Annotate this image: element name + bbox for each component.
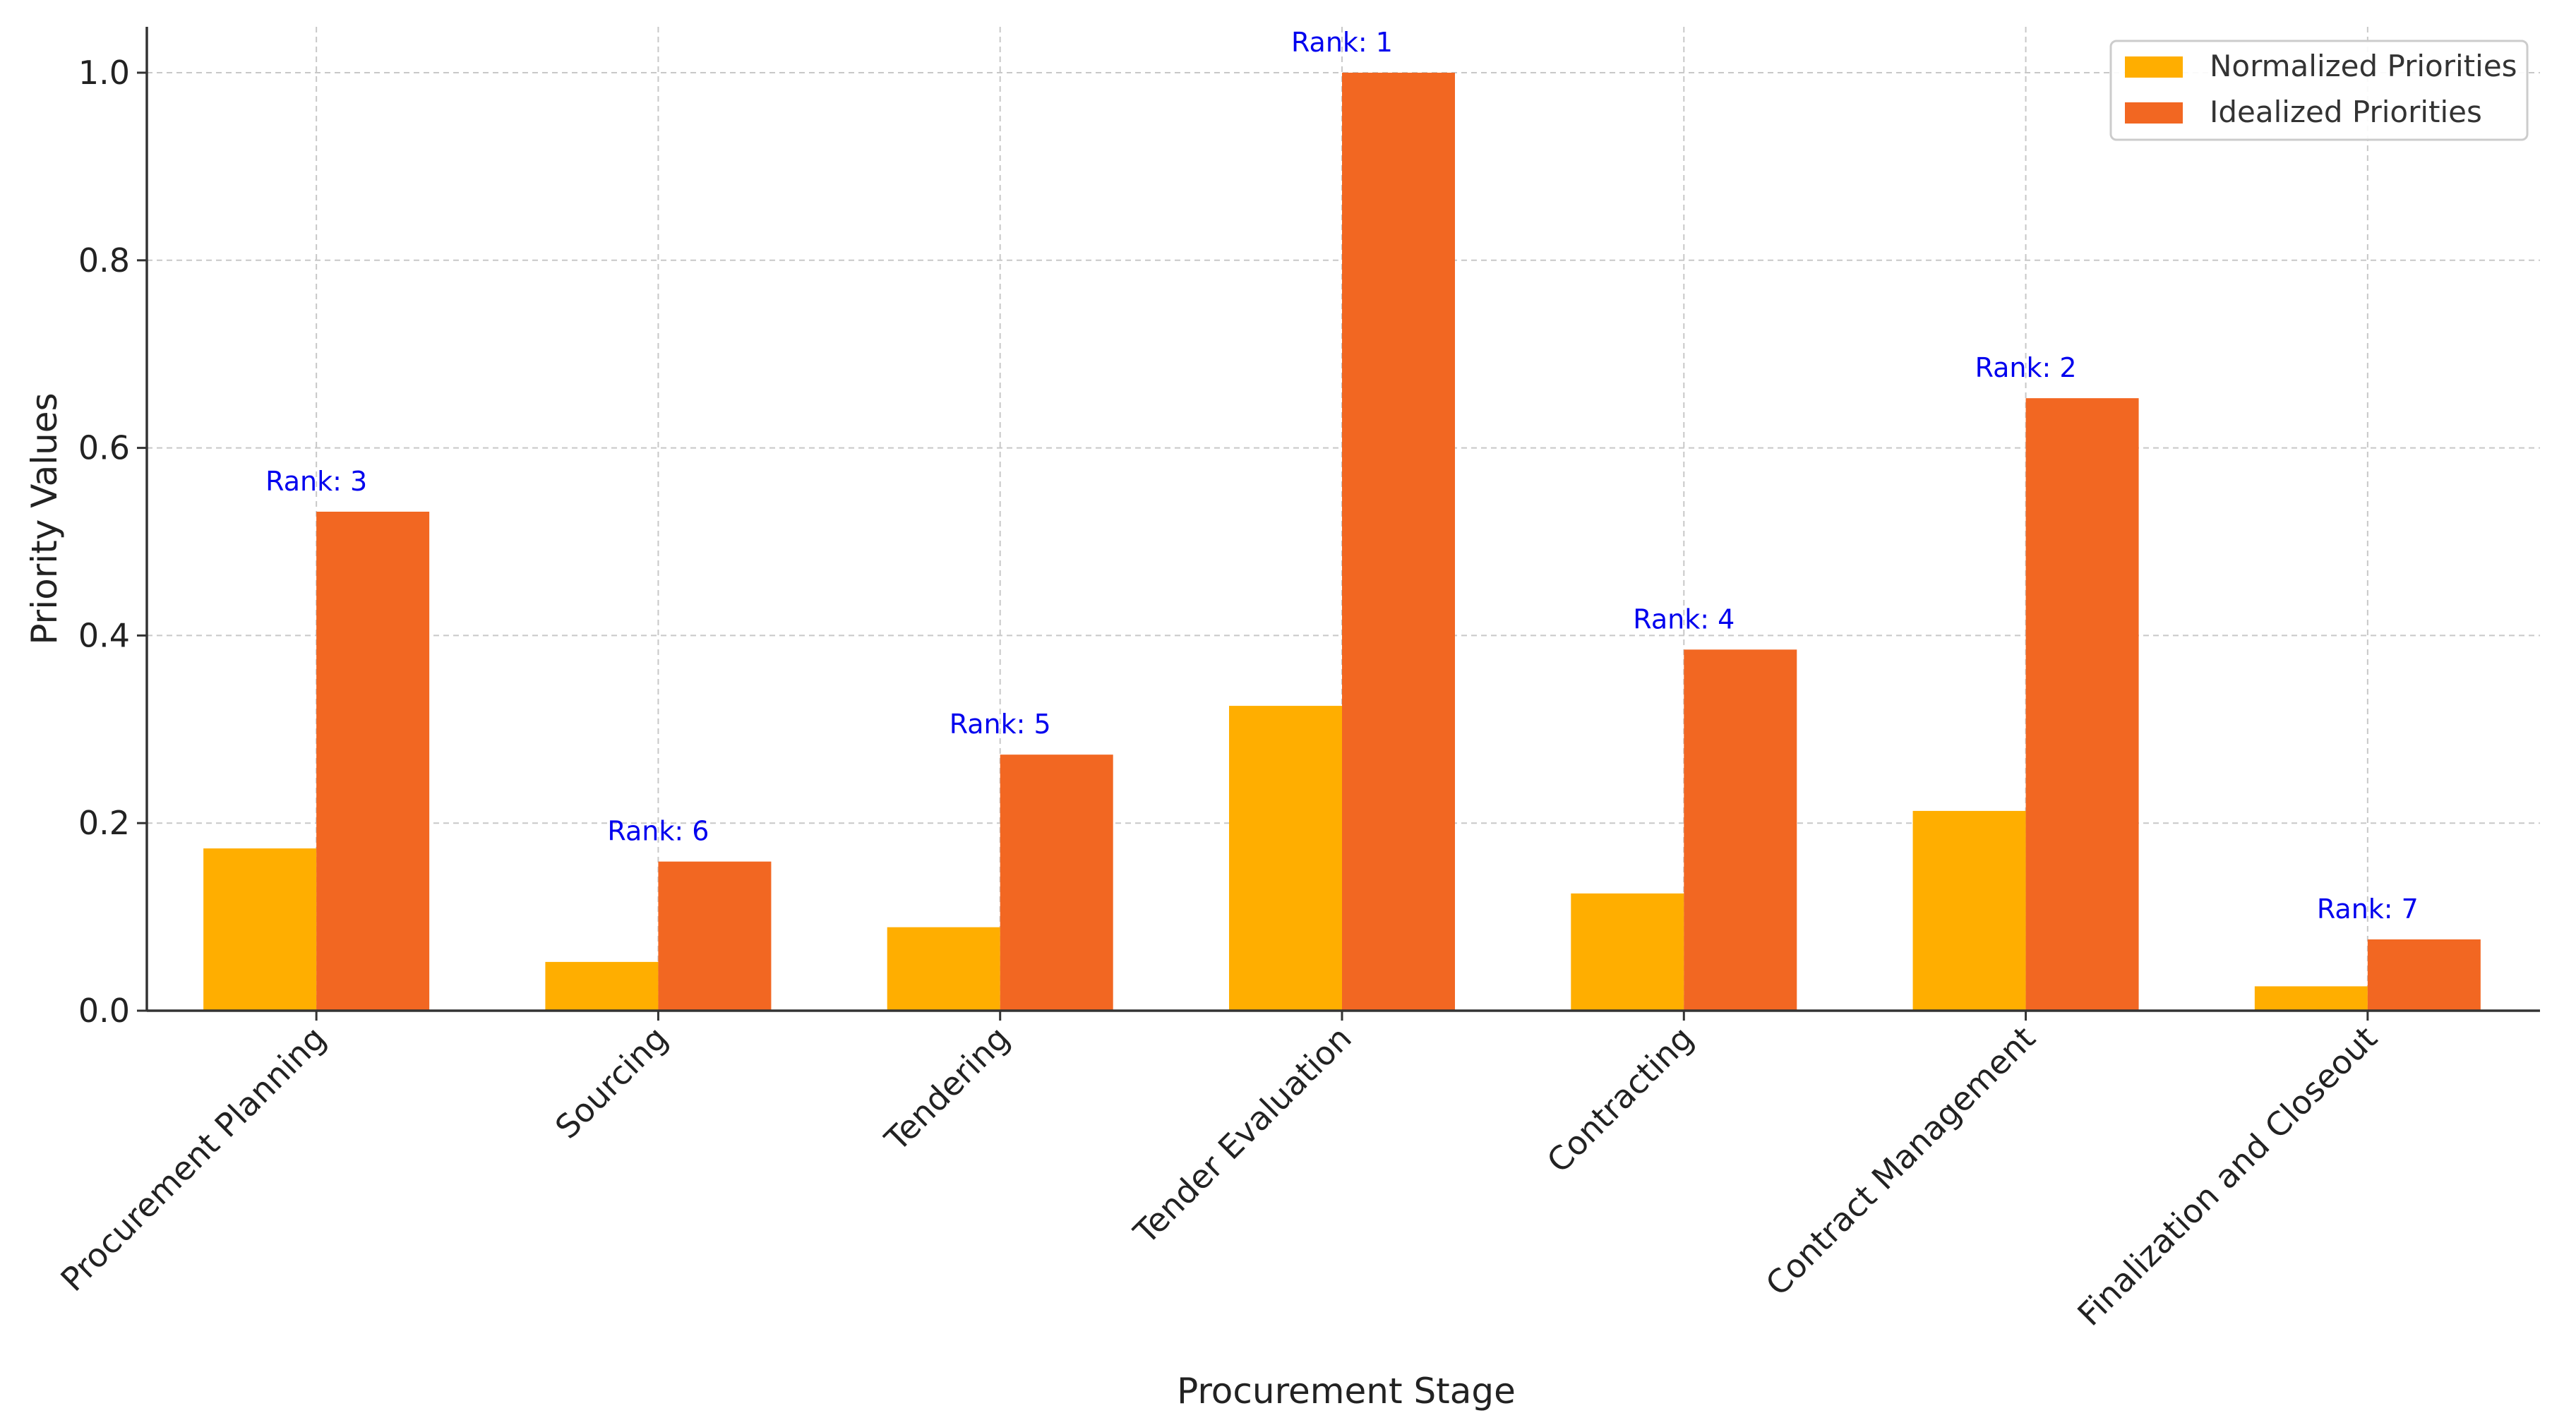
idealized-priority-bar	[1342, 73, 1455, 1011]
legend: Normalized Priorities Idealized Prioriti…	[2109, 40, 2529, 141]
x-tick-label: Finalization and Closeout	[2070, 1019, 2384, 1333]
legend-label-normalized: Normalized Priorities	[2210, 49, 2517, 83]
rank-annotations: Rank: 3 Rank: 6 Rank: 5 Rank: 1 Rank: 4 Rank:…	[265, 27, 2419, 925]
idealized-priority-bar	[2367, 939, 2481, 1011]
idealized-priority-bar	[316, 511, 430, 1011]
x-tick-label: Tender Evaluation	[1126, 1019, 1359, 1252]
legend-frame	[2109, 40, 2529, 141]
y-axis-ticks: 0.0 0.2 0.4 0.6 0.8 1.0	[78, 54, 147, 1030]
idealized-priority-bar	[1000, 754, 1113, 1011]
legend-label-idealized: Idealized Priorities	[2210, 95, 2482, 129]
normalized-priority-bar	[1912, 810, 2026, 1011]
x-axis-ticks: Procurement Planning Sourcing Tendering Ten…	[53, 1011, 2385, 1333]
y-tick-label: 0.8	[78, 241, 130, 279]
rank-annotation: Rank: 1	[1291, 27, 1393, 58]
rank-annotation: Rank: 7	[2317, 894, 2419, 925]
axes	[145, 27, 2540, 1012]
rank-annotation: Rank: 4	[1633, 603, 1735, 635]
x-tick-label: Contract Management	[1759, 1019, 2043, 1304]
y-tick-label: 1.0	[78, 54, 130, 92]
rank-annotation: Rank: 6	[607, 816, 709, 847]
y-tick-label: 0.0	[78, 992, 130, 1030]
y-tick-label: 0.6	[78, 429, 130, 467]
y-tick-label: 0.4	[78, 616, 130, 654]
y-tick-label: 0.2	[78, 804, 130, 842]
y-axis-title: Priority Values	[24, 392, 65, 644]
rank-annotation: Rank: 2	[1975, 352, 2077, 383]
x-tick-label: Procurement Planning	[53, 1019, 333, 1299]
x-tick-label: Sourcing	[548, 1019, 675, 1146]
legend-swatch-normalized	[2125, 56, 2183, 78]
normalized-priority-bar	[1571, 893, 1684, 1011]
normalized-priority-bar	[203, 848, 317, 1011]
normalized-priority-bar	[1229, 706, 1342, 1011]
x-tick-label: Tendering	[877, 1019, 1017, 1159]
rank-annotation: Rank: 3	[265, 466, 367, 497]
x-tick-label: Contracting	[1540, 1019, 1701, 1180]
normalized-priority-bar	[545, 961, 659, 1011]
idealized-priority-bar	[1684, 649, 1797, 1011]
rank-annotation: Rank: 5	[949, 709, 1051, 740]
idealized-priority-bar	[2025, 398, 2139, 1011]
normalized-priority-bar	[887, 927, 1000, 1011]
normalized-priority-bar	[2254, 986, 2368, 1011]
bars	[203, 73, 2481, 1011]
legend-swatch-idealized	[2125, 102, 2183, 124]
x-axis-title: Procurement Stage	[1177, 1371, 1516, 1412]
idealized-priority-bar	[658, 861, 772, 1011]
